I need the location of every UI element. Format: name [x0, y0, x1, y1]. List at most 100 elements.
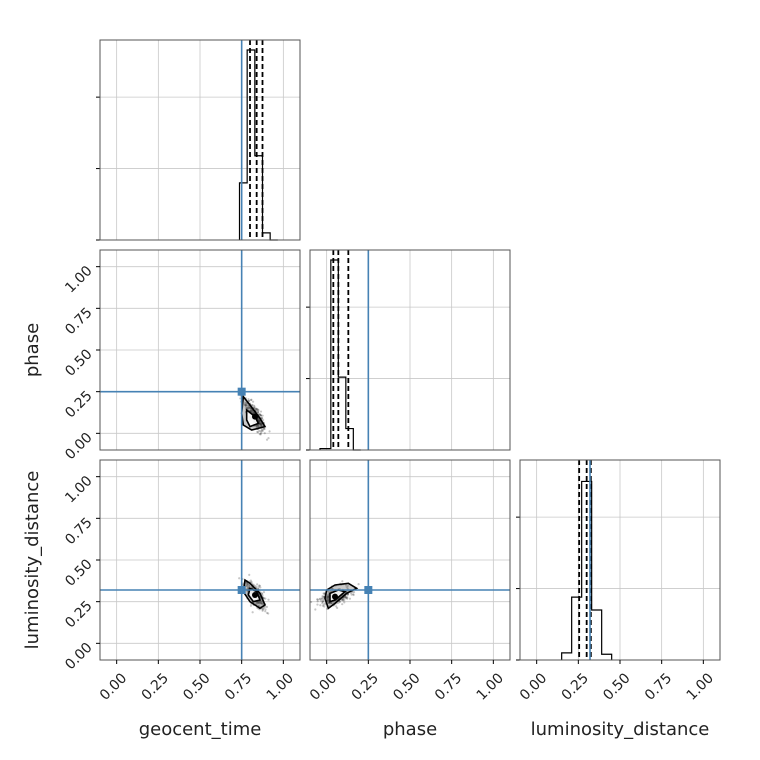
y-tick-label-phase: 0.00 [62, 430, 95, 463]
y-tick-label-phase: 1.00 [62, 263, 95, 296]
sample-point [252, 411, 256, 415]
sample-point [249, 407, 252, 410]
sample-point [258, 419, 261, 422]
sample-point [261, 608, 264, 611]
sample-point [259, 602, 263, 605]
x-axis-label-phase: phase [383, 719, 437, 740]
sample-point [342, 597, 345, 600]
sample-point [337, 601, 340, 604]
sample-point [256, 601, 259, 604]
sample-point [248, 573, 251, 576]
sample-point [262, 427, 265, 430]
sample-point [258, 420, 261, 423]
sample-point [257, 418, 260, 422]
sample-point [246, 583, 249, 586]
sample-point [256, 407, 259, 411]
sample-point [262, 418, 265, 422]
sample-point [256, 411, 260, 414]
sample-point [260, 430, 263, 433]
sample-point [254, 602, 257, 605]
sample-point [257, 425, 260, 428]
y-tick-label-phase: 0.75 [62, 305, 95, 338]
sample-point [256, 409, 259, 412]
sample-point [326, 598, 329, 601]
sample-point [261, 417, 264, 420]
sample-point [346, 593, 350, 596]
sample-point [247, 406, 250, 410]
sample-point [243, 403, 247, 407]
sample-point [319, 604, 322, 607]
sample-point [256, 424, 259, 427]
sample-point [323, 605, 326, 608]
sample-point [259, 601, 262, 604]
sample-point [345, 596, 348, 599]
truth-marker [237, 586, 246, 594]
sample-point [260, 424, 263, 427]
sample-point [346, 596, 349, 599]
sample-point [244, 404, 247, 407]
sample-point [255, 408, 258, 411]
y-tick-label-luminosity_distance: 0.50 [62, 556, 95, 589]
sample-point [254, 407, 257, 410]
x-axis-label-luminosity_distance: luminosity_distance [531, 719, 710, 740]
sample-point [352, 593, 355, 597]
sample-point [348, 597, 352, 600]
x-tick-label-luminosity_distance: 0.00 [517, 670, 550, 703]
sample-point [244, 404, 248, 408]
sample-point [261, 429, 265, 432]
sample-point [346, 584, 350, 588]
sample-point [264, 605, 267, 608]
sample-point [249, 579, 252, 582]
sample-point [251, 400, 255, 403]
sample-point [250, 410, 253, 413]
sample-point [238, 577, 241, 580]
sample-point [259, 586, 262, 589]
sample-point [338, 600, 341, 603]
sample-point [262, 606, 265, 610]
sample-point [248, 584, 251, 587]
sample-point [246, 587, 249, 590]
sample-point [344, 596, 347, 599]
sample-point [257, 419, 260, 423]
sample-point [327, 594, 330, 597]
sample-point [249, 409, 253, 412]
sample-point [250, 398, 253, 401]
sample-point [342, 599, 345, 602]
sample-point [246, 582, 249, 586]
sample-point [259, 430, 262, 433]
sample-point [260, 424, 264, 427]
sample-point [249, 398, 253, 402]
sample-point [256, 583, 259, 586]
histogram-step-geocent_time [238, 49, 278, 241]
sample-point [260, 592, 264, 595]
contour-core [252, 413, 258, 420]
sample-point [252, 404, 255, 407]
sample-point [340, 598, 343, 601]
sample-point [349, 592, 353, 595]
contour-core [332, 593, 338, 600]
y-axis-label-phase: phase [22, 323, 43, 377]
sample-point [352, 593, 355, 596]
sample-point [247, 398, 250, 401]
x-tick-label-luminosity_distance: 0.75 [642, 670, 675, 703]
sample-point [246, 407, 250, 410]
sample-point [243, 401, 247, 404]
x-tick-label-phase: 0.25 [349, 670, 382, 703]
sample-point [259, 423, 262, 426]
sample-point [326, 595, 329, 598]
sample-point [258, 601, 261, 604]
sample-point [267, 612, 270, 615]
sample-point [246, 590, 249, 593]
sample-point [321, 600, 324, 604]
sample-point [341, 598, 344, 602]
sample-point [314, 608, 317, 611]
sample-point [267, 598, 270, 601]
y-axis-label-luminosity_distance: luminosity_distance [22, 471, 43, 650]
sample-point [321, 600, 325, 603]
sample-point [322, 595, 325, 598]
sample-point [264, 597, 267, 600]
sample-point [258, 602, 261, 605]
sample-point [251, 611, 254, 614]
sample-point [257, 424, 260, 427]
sample-point [357, 583, 360, 586]
